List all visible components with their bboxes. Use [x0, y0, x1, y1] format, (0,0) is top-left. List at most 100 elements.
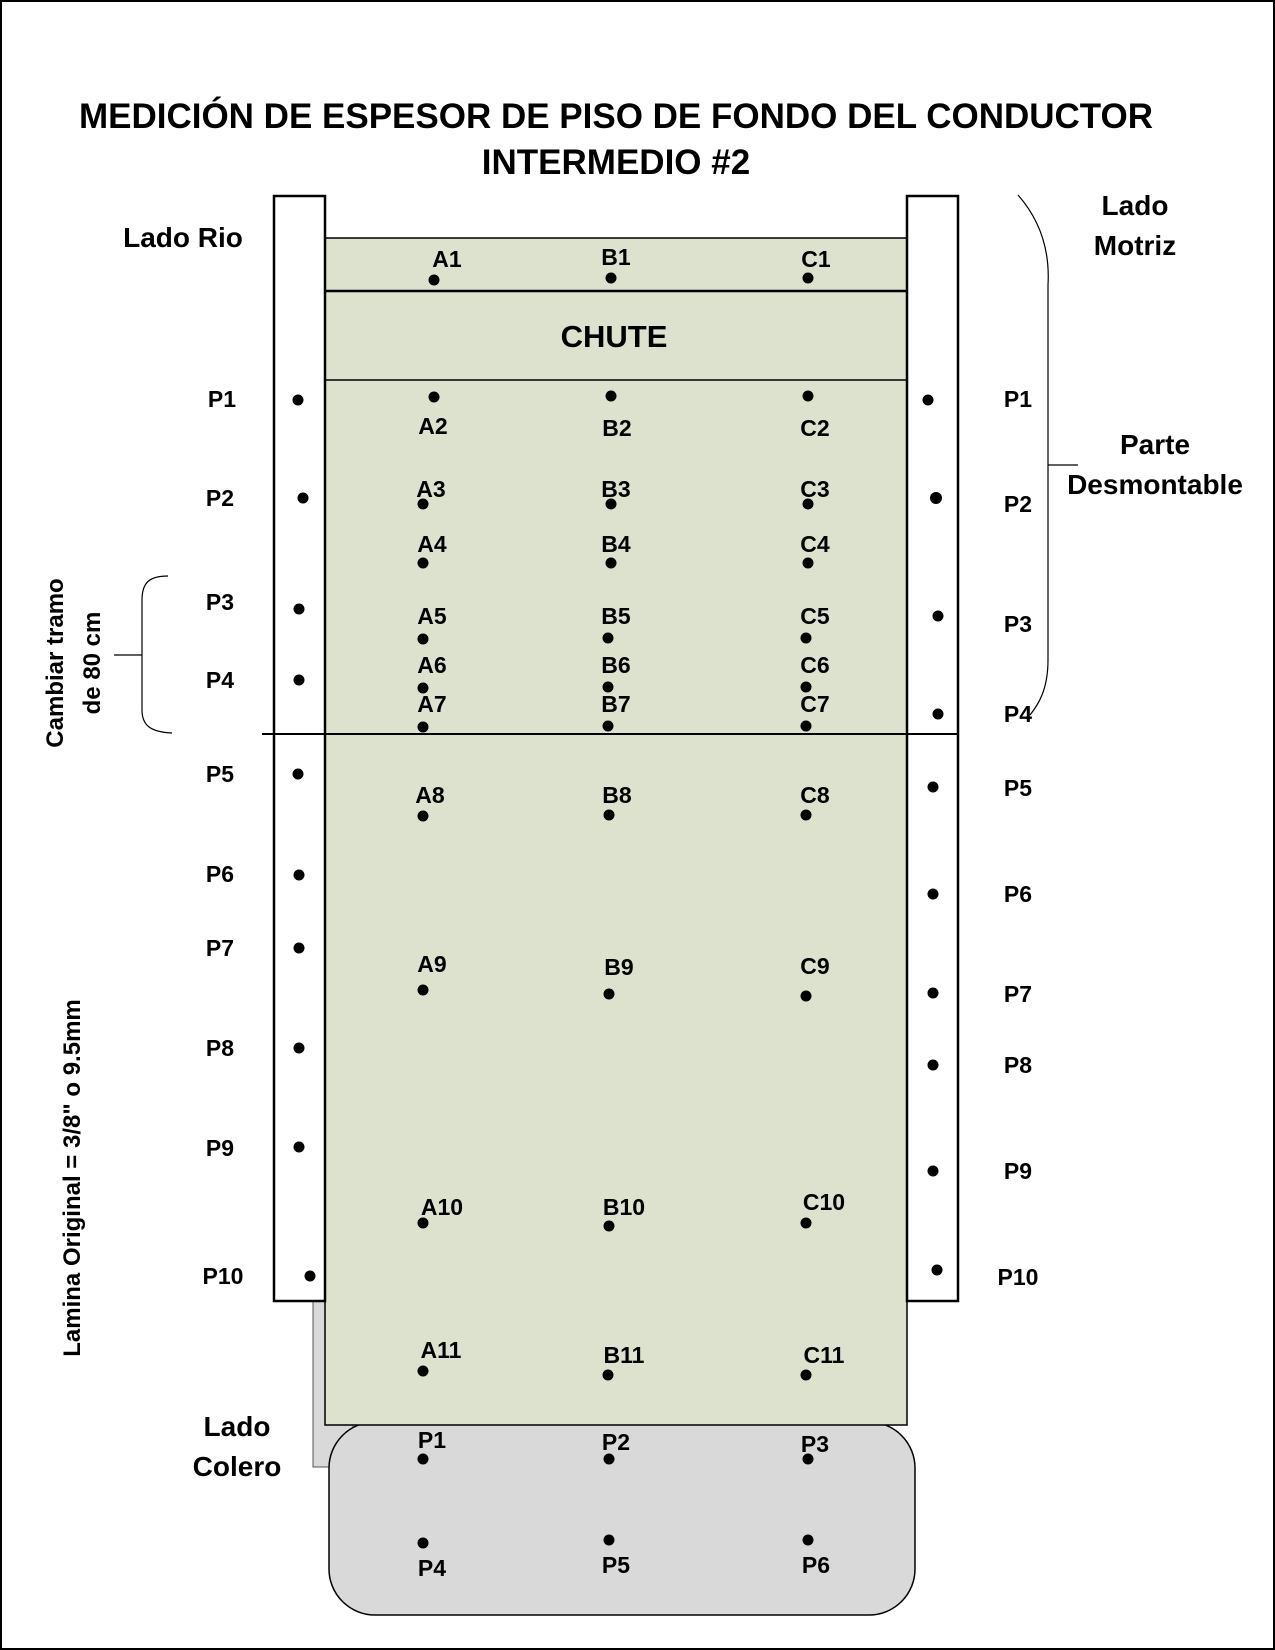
- floor-point-dot: [605, 557, 617, 569]
- right-wall-point-label: P7: [1004, 981, 1032, 1007]
- wall-point-dot: [932, 610, 944, 622]
- floor-point-dot: [605, 390, 617, 402]
- right-wall-point-label: P10: [998, 1264, 1039, 1290]
- right-wall-point-label: P8: [1004, 1052, 1032, 1078]
- floor-point-label: A3: [416, 476, 445, 502]
- right-wall: [905, 194, 960, 1303]
- floor-point-dot: [602, 720, 614, 732]
- floor-point-label: B5: [601, 603, 631, 629]
- parte-desmontable-bracket: [1017, 194, 1049, 716]
- left-wall-point-label: P8: [206, 1035, 234, 1061]
- floor-point-label: B6: [601, 652, 630, 678]
- wall-point-dot: [927, 1059, 939, 1071]
- wall-point-dot: [930, 492, 942, 504]
- tail-point-dot: [417, 1453, 429, 1465]
- floor-point-label: A10: [421, 1194, 463, 1220]
- tail-point-dot: [802, 1453, 814, 1465]
- floor-point-dot: [602, 632, 614, 644]
- tail-point-label: P1: [418, 1427, 446, 1453]
- tail-point-dot: [603, 1534, 615, 1546]
- left-wall-point-label: P6: [206, 861, 234, 887]
- wall-point-dot: [293, 674, 305, 686]
- floor-point-label: A9: [417, 951, 446, 977]
- floor-point-label: A5: [417, 603, 447, 629]
- right-wall-point-label: P1: [1004, 386, 1032, 412]
- tail-point-dot: [603, 1453, 615, 1465]
- left-wall-point-label: P2: [206, 485, 234, 511]
- floor-point-label: C2: [800, 415, 829, 441]
- floor-point-dot: [802, 557, 814, 569]
- floor-point-dot: [417, 498, 429, 510]
- floor-point-dot: [802, 498, 814, 510]
- floor-point-dot: [605, 272, 617, 284]
- floor-point-dot: [802, 272, 814, 284]
- floor-point-label: B2: [602, 415, 631, 441]
- floor-point-dot: [603, 988, 615, 1000]
- wall-point-dot: [304, 1270, 316, 1282]
- floor-point-label: C3: [800, 476, 829, 502]
- tail-point-dot: [417, 1537, 429, 1549]
- left-wall-point-label: P10: [203, 1263, 244, 1289]
- wall-point-dot: [293, 1042, 305, 1054]
- wall-point-dot: [927, 1165, 939, 1177]
- floor-point-label: A2: [418, 413, 447, 439]
- left-wall-point-label: P9: [206, 1135, 234, 1161]
- cambiar-tramo-label-2: de 80 cm: [79, 612, 106, 715]
- parte-desmontable-label-2: Desmontable: [1067, 469, 1243, 500]
- floor-points-group: A1 B1 C1 A2 B2 C2 A3 B3 C3 A4 B4 C4 A5 B…: [415, 244, 845, 1381]
- left-wall: [272, 194, 327, 1303]
- cambiar-tramo-label-1: Cambiar tramo: [42, 578, 69, 747]
- floor-point-label: B10: [603, 1194, 645, 1220]
- floor-point-dot: [417, 721, 429, 733]
- floor-point-dot: [603, 809, 615, 821]
- floor-point-label: A7: [417, 691, 446, 717]
- floor-point-dot: [800, 1217, 812, 1229]
- floor-point-dot: [417, 682, 429, 694]
- lado-motriz-label-2: Motriz: [1094, 230, 1176, 261]
- wall-point-dot: [292, 394, 304, 406]
- wall-point-dot: [293, 1141, 305, 1153]
- floor-point-dot: [417, 633, 429, 645]
- floor-point-dot: [602, 1369, 614, 1381]
- floor-point-label: B9: [604, 954, 633, 980]
- floor-point-label: C5: [800, 603, 830, 629]
- floor-point-label: A1: [432, 246, 462, 272]
- floor-point-label: A11: [421, 1337, 462, 1363]
- lamina-original-label: Lamina Original = 3/8" o 9.5mm: [59, 999, 86, 1357]
- floor-point-label: B7: [601, 691, 630, 717]
- floor-point-label: B4: [601, 531, 631, 557]
- lado-colero-label-1: Lado: [204, 1411, 271, 1442]
- right-wall-point-label: P3: [1004, 611, 1032, 637]
- title-line-1: MEDICIÓN DE ESPESOR DE PISO DE FONDO DEL…: [79, 96, 1153, 136]
- floor-point-label: A4: [417, 531, 447, 557]
- floor-point-label: C4: [800, 531, 830, 557]
- floor-point-label: A8: [415, 782, 445, 808]
- wall-point-dot: [927, 987, 939, 999]
- floor-point-label: C10: [803, 1189, 845, 1215]
- left-wall-point-label: P7: [206, 935, 234, 961]
- floor-point-label: B8: [602, 782, 632, 808]
- floor-point-dot: [428, 274, 440, 286]
- floor-point-dot: [800, 632, 812, 644]
- title-line-2: INTERMEDIO #2: [482, 143, 750, 182]
- left-wall-point-label: P3: [206, 589, 234, 615]
- floor-point-dot: [800, 681, 812, 693]
- wall-point-dot: [927, 781, 939, 793]
- floor-point-dot: [800, 1369, 812, 1381]
- right-wall-point-label: P6: [1004, 881, 1032, 907]
- floor-point-dot: [800, 809, 812, 821]
- floor-point-dot: [602, 681, 614, 693]
- floor-point-dot: [800, 720, 812, 732]
- floor-point-label: C6: [800, 652, 829, 678]
- left-wall-point-label: P5: [206, 761, 234, 787]
- lado-motriz-label-1: Lado: [1102, 190, 1169, 221]
- wall-point-dot: [932, 708, 944, 720]
- floor-point-dot: [802, 390, 814, 402]
- left-wall-point-label: P4: [206, 667, 234, 693]
- parte-desmontable-label-1: Parte: [1120, 429, 1190, 460]
- tail-point-label: P3: [801, 1431, 829, 1457]
- floor-point-dot: [603, 1220, 615, 1232]
- wall-point-dot: [297, 492, 309, 504]
